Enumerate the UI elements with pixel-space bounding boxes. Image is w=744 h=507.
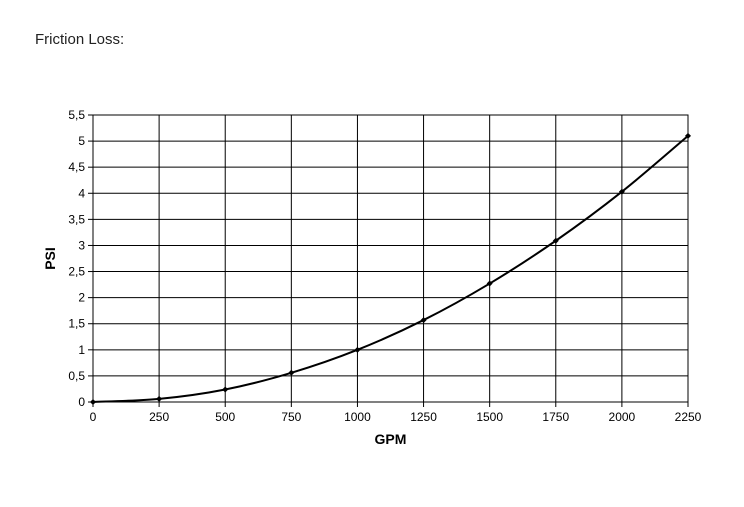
x-axis-label: GPM <box>375 431 407 447</box>
y-tick-label: 5 <box>78 134 85 148</box>
data-point-marker <box>420 317 427 324</box>
chart-grid <box>88 114 689 407</box>
x-tick-label: 2250 <box>675 410 702 424</box>
x-tick-label: 500 <box>215 410 235 424</box>
x-tick-label: 750 <box>281 410 301 424</box>
y-tick-label: 1,5 <box>68 317 85 331</box>
y-tick-label: 4 <box>78 186 85 200</box>
data-point-marker <box>90 399 96 405</box>
data-point-marker <box>618 188 625 195</box>
data-point-marker <box>156 395 163 402</box>
y-tick-label: 2 <box>78 291 85 305</box>
data-point-marker <box>354 346 361 353</box>
series-line-psi <box>92 135 689 403</box>
y-tick-label: 1 <box>78 343 85 357</box>
data-point-marker <box>486 280 493 287</box>
y-tick-label: 3,5 <box>68 212 85 226</box>
y-tick-label: 4,5 <box>68 160 85 174</box>
data-point-marker <box>685 132 691 139</box>
y-tick-label: 5,5 <box>68 108 85 122</box>
x-tick-label: 1500 <box>476 410 503 424</box>
y-axis-label: PSI <box>42 247 58 270</box>
data-point-marker <box>552 237 559 244</box>
x-tick-label: 1750 <box>542 410 569 424</box>
y-tick-label: 0,5 <box>68 369 85 383</box>
y-tick-labels: 0 0,5 1 1,5 2 2,5 3 3,5 4 4,5 5 5,5 <box>68 108 85 409</box>
x-tick-label: 250 <box>149 410 169 424</box>
series-points <box>90 132 691 405</box>
y-tick-label: 3 <box>78 238 85 252</box>
x-tick-labels: 0 250 500 750 1000 1250 1500 1750 2000 2250 <box>90 410 702 424</box>
data-point-marker <box>288 369 295 376</box>
x-tick-label: 1000 <box>344 410 371 424</box>
plot-frame <box>92 114 689 403</box>
x-tick-label: 2000 <box>609 410 636 424</box>
y-tick-label: 0 <box>78 395 85 409</box>
x-tick-label: 1250 <box>410 410 437 424</box>
x-tick-label: 0 <box>90 410 97 424</box>
y-tick-label: 2,5 <box>68 265 85 279</box>
data-point-marker <box>222 386 229 393</box>
page-heading: Friction Loss: <box>35 31 125 48</box>
